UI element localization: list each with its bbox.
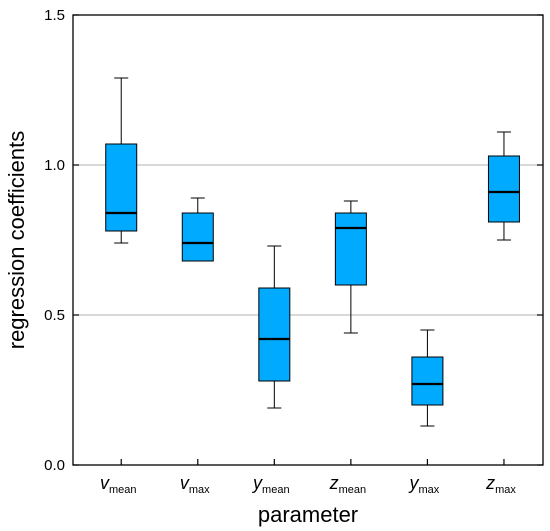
iqr-box <box>487 155 520 223</box>
plot-frame <box>72 14 544 466</box>
grid-lines <box>73 164 543 316</box>
y-tick-label: 0.5 <box>44 307 65 324</box>
y-axis-ticks: 0.0 0.5 1.0 1.5 <box>44 7 543 474</box>
x-tick-label: vmax <box>180 473 210 496</box>
y-tick-label: 1.0 <box>44 157 65 174</box>
iqr-box <box>181 212 214 262</box>
iqr-box <box>411 356 444 406</box>
iqr-box <box>105 143 138 232</box>
y-tick-label: 0.0 <box>44 457 65 474</box>
box-item <box>181 197 214 262</box>
x-tick-label: zmax <box>485 473 516 496</box>
boxes <box>105 77 520 427</box>
iqr-box <box>334 212 367 286</box>
box-item <box>105 77 138 244</box>
box-item <box>487 131 520 241</box>
x-tick-label: ymax <box>408 473 440 496</box>
x-tick-label: vmean <box>100 473 137 496</box>
x-tick-label: ymean <box>251 473 290 496</box>
y-tick-label: 1.5 <box>44 7 65 24</box>
iqr-box <box>258 287 291 382</box>
x-axis-label: parameter <box>258 502 358 527</box>
x-tick-label: zmean <box>329 473 367 496</box>
box-item <box>334 200 367 334</box>
box-item <box>258 245 291 409</box>
y-axis-label: regression coefficients <box>4 131 29 350</box>
x-axis-ticks: vmean vmax ymean zmean ymax zmax <box>100 459 516 496</box>
box-item <box>411 329 444 427</box>
